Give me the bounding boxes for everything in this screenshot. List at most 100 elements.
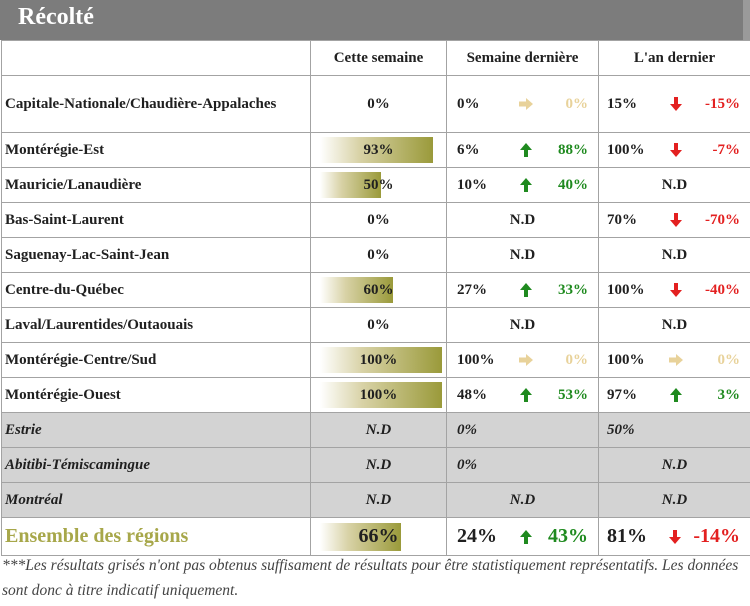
last-week-value: 0% xyxy=(457,456,477,473)
last-week-value: 48% xyxy=(457,386,487,403)
last-week-values: 6% 88% xyxy=(447,142,598,159)
last-week-cell: 24% 43% xyxy=(446,517,599,556)
region-name: Estrie xyxy=(1,412,311,448)
arrow-up-icon xyxy=(507,525,545,548)
column-header-last-year: L'an dernier xyxy=(598,40,750,76)
last-year-values: 100% -7% xyxy=(599,142,750,159)
last-year-change: 3% xyxy=(717,386,741,403)
last-year-cell: N.D xyxy=(598,447,750,483)
last-week-value: 24% xyxy=(457,525,497,547)
last-year-values: 70% -70% xyxy=(599,212,750,229)
this-week-cell: N.D xyxy=(310,447,447,483)
region-name: Montréal xyxy=(1,482,311,518)
last-year-cell: 100% -7% xyxy=(598,132,750,168)
this-week-value: 0% xyxy=(367,246,390,263)
region-name: Montérégie-Est xyxy=(1,132,311,168)
last-week-change: 40% xyxy=(558,176,588,193)
this-week-cell: 0% xyxy=(310,307,447,343)
this-week-value: 0% xyxy=(367,95,390,112)
progress-bar xyxy=(320,382,442,408)
progress-bar xyxy=(320,172,381,198)
progress-bar xyxy=(320,277,394,303)
region-name: Montérégie-Ouest xyxy=(1,377,311,413)
last-year-value: 100% xyxy=(607,351,645,368)
arrow-right-icon xyxy=(657,352,695,369)
last-week-cell: 10% 40% xyxy=(446,167,599,203)
last-week-values: 100% 0% xyxy=(447,352,598,369)
last-week-cell: 0% 0% xyxy=(446,75,599,133)
last-week-cell: 48% 53% xyxy=(446,377,599,413)
table-header-row: Cette semaine Semaine dernière L'an dern… xyxy=(1,40,750,76)
last-week-value: 0% xyxy=(457,95,480,112)
last-week-change: 43% xyxy=(548,525,588,547)
this-week-cell: 66% xyxy=(310,517,447,556)
arrow-down-icon xyxy=(657,282,695,299)
footnote: ***Les résultats grisés n'ont pas obtenu… xyxy=(2,557,739,599)
last-year-cell: N.D xyxy=(598,482,750,518)
this-week-value: 60% xyxy=(363,281,394,298)
this-week-cell: 0% xyxy=(310,202,447,238)
column-header-this-week: Cette semaine xyxy=(310,40,447,76)
arrow-right-icon xyxy=(507,96,545,113)
last-year-values: 100% 0% xyxy=(599,352,750,369)
last-week-values: 24% 43% xyxy=(447,525,598,548)
last-week-values: 27% 33% xyxy=(447,282,598,299)
column-header-region xyxy=(1,40,311,76)
last-year-value: 81% xyxy=(607,525,647,547)
this-week-value: N.D xyxy=(365,456,392,473)
last-year-cell: 97% 3% xyxy=(598,377,750,413)
table-row: Abitibi-Témiscamingue N.D 0% N.D xyxy=(1,447,750,483)
region-name: Montérégie-Centre/Sud xyxy=(1,342,311,378)
table-row: Estrie N.D 0% 50% xyxy=(1,412,750,448)
last-week-value: 10% xyxy=(457,176,487,193)
table-row: Montérégie-Ouest 100% 48% 53% 97% 3% xyxy=(1,377,750,413)
last-year-cell: 50% xyxy=(598,412,750,448)
table-row: Mauricie/Lanaudière 50% 10% 40% N.D xyxy=(1,167,750,203)
last-week-value: 0% xyxy=(457,421,477,438)
this-week-value: 0% xyxy=(367,211,390,228)
column-header-last-week: Semaine dernière xyxy=(446,40,599,76)
header-rail xyxy=(743,0,750,40)
arrow-down-icon xyxy=(657,142,695,159)
last-year-cell: N.D xyxy=(598,237,750,273)
last-year-change: -14% xyxy=(693,525,740,547)
arrow-down-icon xyxy=(657,212,695,229)
this-week-cell: 93% xyxy=(310,132,447,168)
last-week-cell: 0% xyxy=(446,447,599,483)
region-name: Abitibi-Témiscamingue xyxy=(1,447,311,483)
section-header: Récolté xyxy=(0,0,750,40)
last-year-value: 100% xyxy=(607,141,645,158)
this-week-cell: 100% xyxy=(310,377,447,413)
this-week-cell: 0% xyxy=(310,237,447,273)
this-week-value: 0% xyxy=(367,316,390,333)
last-week-cell: 27% 33% xyxy=(446,272,599,308)
progress-bar xyxy=(320,137,434,163)
last-year-value: 100% xyxy=(607,281,645,298)
last-year-cell: 81% -14% xyxy=(598,517,750,556)
last-year-values: 97% 3% xyxy=(599,387,750,404)
this-week-value: 93% xyxy=(363,141,394,158)
last-year-values: 100% -40% xyxy=(599,282,750,299)
last-week-change: 0% xyxy=(565,95,589,112)
region-name: Capitale-Nationale/Chaudière-Appalaches xyxy=(1,75,311,133)
last-week-change: 88% xyxy=(558,141,588,158)
table-row: Saguenay-Lac-Saint-Jean 0% N.D N.D xyxy=(1,237,750,273)
last-year-change: -70% xyxy=(705,211,740,228)
this-week-value: 100% xyxy=(359,351,398,368)
this-week-value: 66% xyxy=(358,525,399,547)
progress-bar xyxy=(320,523,401,551)
last-week-change: 33% xyxy=(558,281,588,298)
last-year-value: 50% xyxy=(607,421,635,438)
table-row: Bas-Saint-Laurent 0% N.D 70% -70% xyxy=(1,202,750,238)
table-row: Capitale-Nationale/Chaudière-Appalaches 0… xyxy=(1,75,750,133)
table-body: Capitale-Nationale/Chaudière-Appalaches 0… xyxy=(1,75,750,556)
this-week-cell: N.D xyxy=(310,412,447,448)
this-week-value: N.D xyxy=(365,421,392,438)
last-year-cell: 100% 0% xyxy=(598,342,750,378)
this-week-cell: 60% xyxy=(310,272,447,308)
last-week-values: 0% xyxy=(447,422,598,439)
last-year-change: -15% xyxy=(705,95,740,112)
table-row: Montérégie-Est 93% 6% 88% 100% -7% xyxy=(1,132,750,168)
arrow-up-icon xyxy=(507,142,545,159)
table-row: Centre-du-Québec 60% 27% 33% 100% -40% xyxy=(1,272,750,308)
